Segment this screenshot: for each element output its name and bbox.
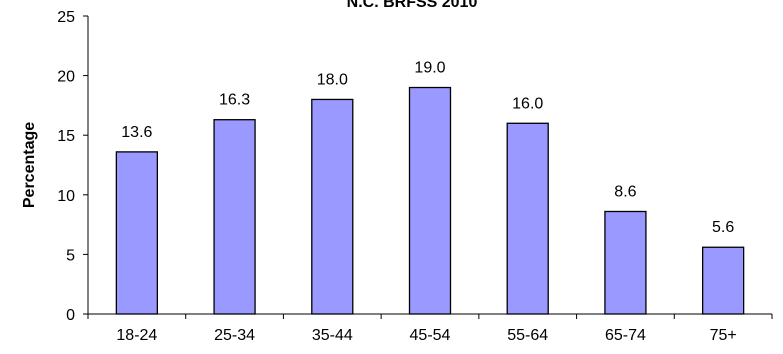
data-label-35-44: 18.0 <box>317 71 348 88</box>
x-tick-label-35-44: 35-44 <box>312 327 353 344</box>
data-label-65-74: 8.6 <box>614 183 636 200</box>
bar-55-64 <box>506 122 549 315</box>
y-tick-label-2: 10 <box>57 188 75 205</box>
x-tick-label-55-64: 55-64 <box>507 327 548 344</box>
x-tick-label-75+: 75+ <box>710 327 737 344</box>
bar-25-34 <box>213 119 256 315</box>
x-tick-label-65-74: 65-74 <box>605 327 646 344</box>
chart-title: N.C. BRFSS 2010 <box>347 0 478 11</box>
y-tick-label-5: 25 <box>57 9 75 26</box>
y-tick-label-0: 0 <box>66 307 75 324</box>
y-tick-label-3: 15 <box>57 128 75 145</box>
data-label-45-54: 19.0 <box>414 60 445 77</box>
data-label-55-64: 16.0 <box>512 95 543 112</box>
bar-45-54 <box>408 86 452 315</box>
plot-area: 0 5 10 15 20 25 13.6 18-24 16.3 25-34 18.0 35-44 19.… <box>57 9 773 344</box>
x-tick-label-25-34: 25-34 <box>214 327 255 344</box>
x-tick-label-18-24: 18-24 <box>116 327 157 344</box>
y-tick-label-4: 20 <box>57 69 75 86</box>
y-tick-label-1: 5 <box>66 247 75 264</box>
y-axis-label: Percentage <box>21 122 38 208</box>
bar-65-74 <box>604 210 647 315</box>
bar-18-24 <box>115 151 159 315</box>
data-label-18-24: 13.6 <box>121 124 152 141</box>
bar-35-44 <box>311 98 354 315</box>
data-label-75+: 5.6 <box>712 219 734 236</box>
data-label-25-34: 16.3 <box>219 92 250 109</box>
bar-75+ <box>701 246 745 315</box>
x-tick-label-45-54: 45-54 <box>410 327 451 344</box>
